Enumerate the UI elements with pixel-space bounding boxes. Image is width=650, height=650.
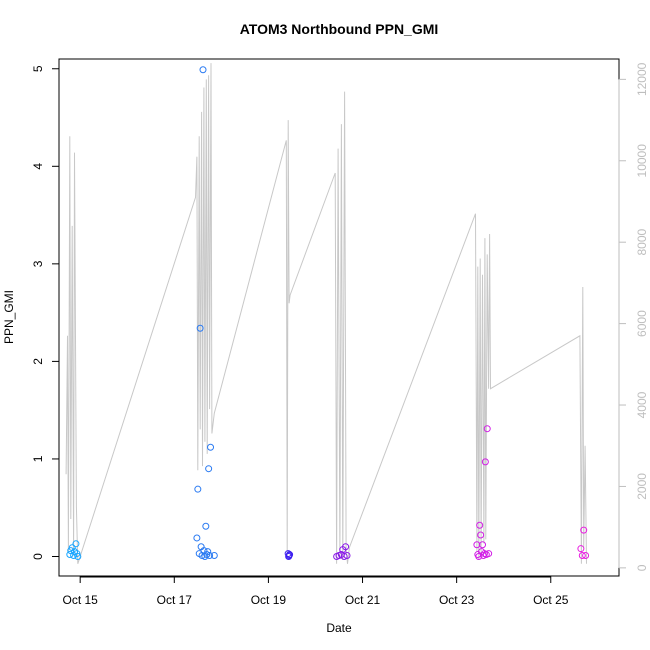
- scatter-point: [481, 458, 489, 466]
- y-axis-label: PPN_GMI: [2, 290, 16, 344]
- scatter-point: [206, 552, 214, 560]
- scatter-point: [199, 66, 207, 74]
- y-tick-label: 1: [31, 455, 45, 462]
- y-tick-label: 3: [31, 260, 45, 267]
- y-tick-label: 2: [31, 358, 45, 365]
- scatter-point: [342, 543, 350, 551]
- scatter-point: [202, 522, 210, 530]
- y2-tick-label: 6000: [635, 310, 649, 337]
- scatter-point: [72, 540, 80, 548]
- scatter-point: [286, 551, 294, 559]
- x-tick-label: Oct 15: [62, 593, 98, 607]
- scatter-point: [476, 521, 484, 529]
- scatter-point: [210, 552, 218, 560]
- scatter-point: [73, 550, 81, 558]
- x-tick-label: Oct 23: [439, 593, 475, 607]
- x-tick-label: Oct 21: [345, 593, 381, 607]
- x-tick-label: Oct 25: [533, 593, 569, 607]
- x-tick-label: Oct 17: [157, 593, 193, 607]
- y2-tick-label: 8000: [635, 229, 649, 256]
- scatter-point: [71, 548, 79, 556]
- y-tick-label: 4: [31, 163, 45, 170]
- chart-title: ATOM3 Northbound PPN_GMI: [240, 21, 439, 37]
- scatter-point: [477, 531, 485, 539]
- scatter-point: [580, 526, 588, 534]
- scatter-point: [205, 465, 213, 473]
- series-line-right-axis: [65, 63, 587, 564]
- scatter-point: [578, 552, 586, 560]
- scatter-point: [343, 552, 351, 560]
- y-tick-label: 5: [31, 65, 45, 72]
- y2-tick-label: 2000: [635, 473, 649, 500]
- scatter-point: [483, 425, 491, 433]
- scatter-point: [485, 550, 493, 558]
- x-axis-label: Date: [326, 621, 352, 635]
- scatter-point: [74, 552, 82, 560]
- x-tick-label: Oct 19: [251, 593, 287, 607]
- scatter-point: [68, 544, 76, 552]
- plot-area: Oct 15 Oct 17 Oct 19 Oct 21 Oct 23 Oct 25 0 1 2 3…: [31, 58, 649, 607]
- y-tick-label: 0: [31, 553, 45, 560]
- scatter-point: [194, 485, 202, 493]
- y2-tick-label: 10000: [635, 144, 649, 178]
- y2-tick-label: 12000: [635, 62, 649, 96]
- scatter-point: [193, 534, 201, 542]
- y2-tick-label: 4000: [635, 391, 649, 418]
- scatter-point: [207, 443, 215, 451]
- scatter-point: [577, 545, 585, 553]
- scatter-point: [196, 324, 204, 332]
- y2-tick-label: 0: [635, 564, 649, 571]
- scatter-point: [204, 548, 212, 556]
- scatter-point: [582, 552, 590, 560]
- scatter-point: [479, 541, 487, 549]
